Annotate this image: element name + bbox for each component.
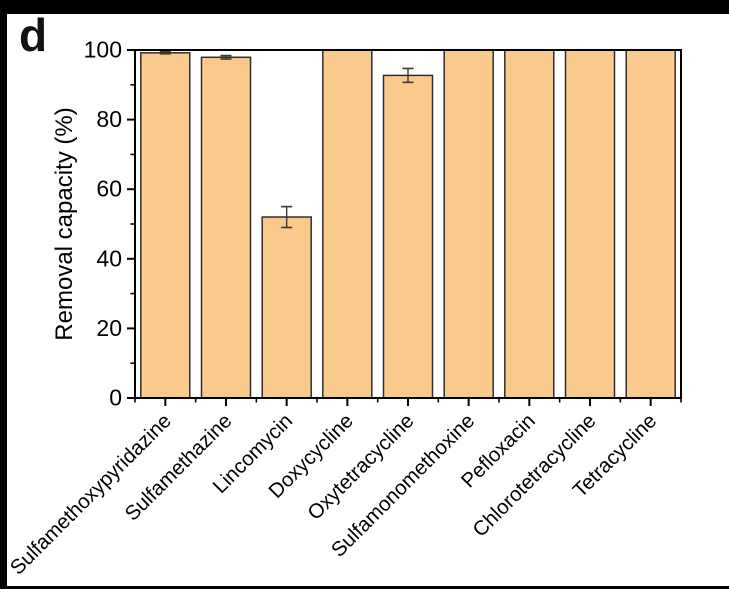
x-category-label: Oxytetracycline — [303, 409, 418, 524]
bar — [564, 49, 616, 399]
panel-label: d — [19, 9, 48, 61]
outer-border-top — [0, 0, 729, 14]
bar — [625, 49, 676, 399]
bar — [140, 52, 191, 399]
y-tick-label: 60 — [96, 176, 122, 202]
bar — [322, 49, 373, 399]
y-axis-title: Removal capacity (%) — [51, 107, 78, 340]
bar — [443, 49, 494, 399]
y-tick-label: 40 — [96, 245, 122, 271]
outer-border-bottom — [0, 586, 729, 589]
bar — [261, 216, 312, 399]
y-tick-label: 0 — [109, 385, 122, 411]
bar — [200, 56, 252, 399]
bar — [504, 49, 555, 399]
y-tick-label: 20 — [96, 315, 122, 341]
x-category-label: Sulfamethazine — [120, 409, 236, 525]
y-tick-label: 100 — [84, 37, 122, 63]
bar — [382, 74, 434, 399]
y-tick-label: 80 — [96, 106, 122, 132]
outer-border-left — [0, 0, 7, 589]
